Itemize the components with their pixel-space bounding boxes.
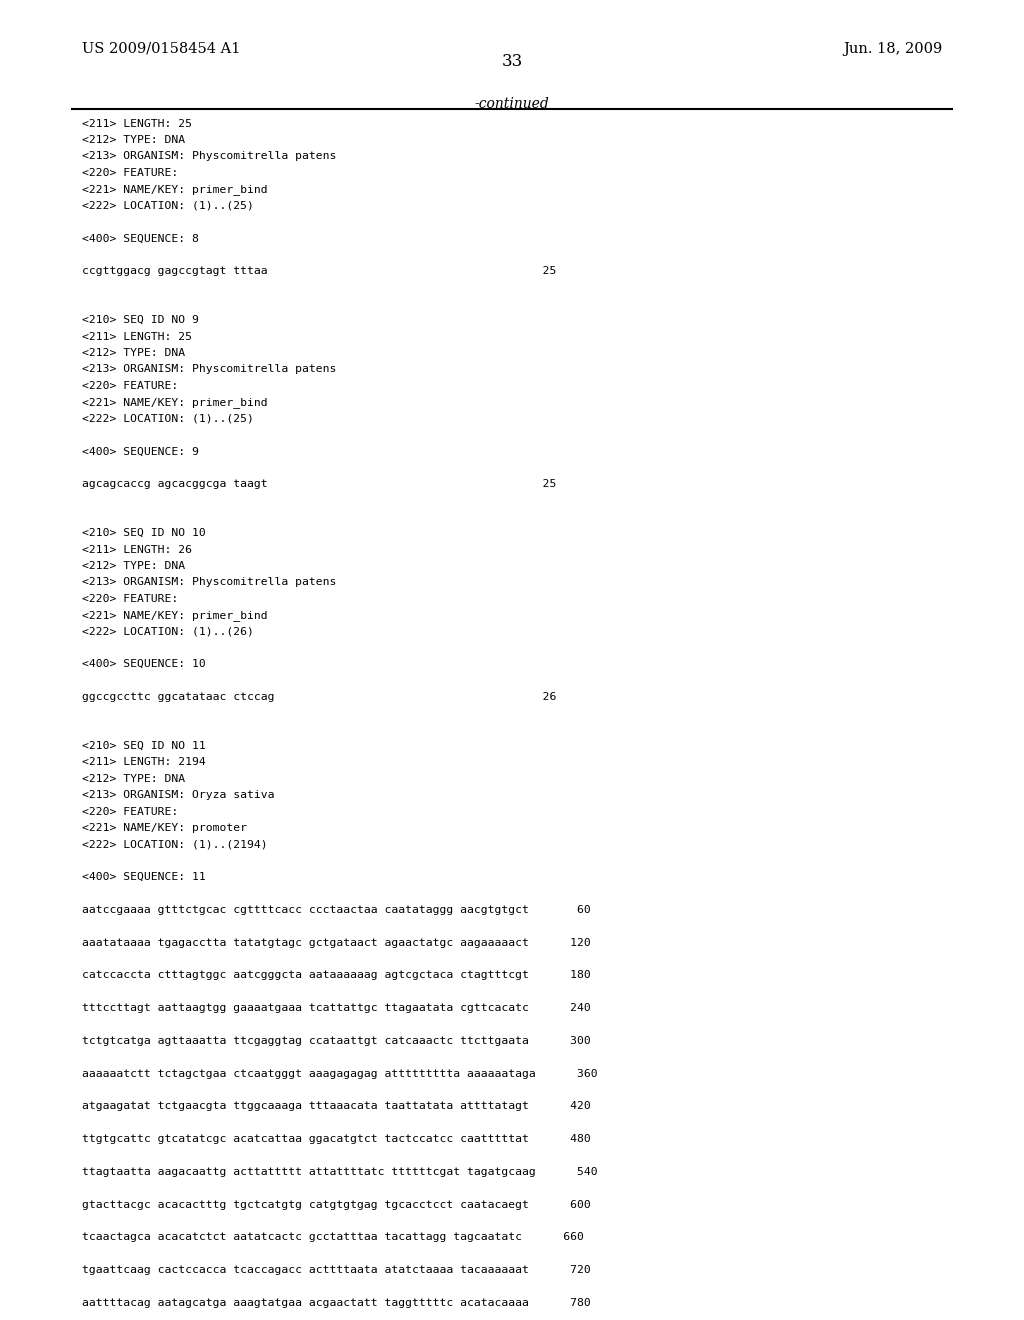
Text: <400> SEQUENCE: 8: <400> SEQUENCE: 8 bbox=[82, 234, 199, 243]
Text: Jun. 18, 2009: Jun. 18, 2009 bbox=[843, 41, 942, 55]
Text: <221> NAME/KEY: primer_bind: <221> NAME/KEY: primer_bind bbox=[82, 185, 267, 195]
Text: <211> LENGTH: 25: <211> LENGTH: 25 bbox=[82, 331, 191, 342]
Text: ttagtaatta aagacaattg acttattttt attattttatc ttttttcgat tagatgcaag      540: ttagtaatta aagacaattg acttattttt attattt… bbox=[82, 1167, 598, 1177]
Text: <220> FEATURE:: <220> FEATURE: bbox=[82, 594, 178, 603]
Text: <220> FEATURE:: <220> FEATURE: bbox=[82, 380, 178, 391]
Text: <213> ORGANISM: Oryza sativa: <213> ORGANISM: Oryza sativa bbox=[82, 791, 274, 800]
Text: <222> LOCATION: (1)..(2194): <222> LOCATION: (1)..(2194) bbox=[82, 840, 267, 849]
Text: aaaaaatctt tctagctgaa ctcaatgggt aaagagagag attttttttta aaaaaataga      360: aaaaaatctt tctagctgaa ctcaatgggt aaagaga… bbox=[82, 1069, 598, 1078]
Text: <222> LOCATION: (1)..(26): <222> LOCATION: (1)..(26) bbox=[82, 627, 254, 636]
Text: <400> SEQUENCE: 9: <400> SEQUENCE: 9 bbox=[82, 446, 199, 457]
Text: <221> NAME/KEY: primer_bind: <221> NAME/KEY: primer_bind bbox=[82, 610, 267, 620]
Text: <220> FEATURE:: <220> FEATURE: bbox=[82, 807, 178, 817]
Text: <211> LENGTH: 2194: <211> LENGTH: 2194 bbox=[82, 758, 206, 767]
Text: <221> NAME/KEY: primer_bind: <221> NAME/KEY: primer_bind bbox=[82, 397, 267, 408]
Text: catccaccta ctttagtggc aatcgggcta aataaaaaag agtcgctaca ctagtttcgt      180: catccaccta ctttagtggc aatcgggcta aataaaa… bbox=[82, 970, 591, 981]
Text: atgaagatat tctgaacgta ttggcaaaga tttaaacata taattatata attttatagt      420: atgaagatat tctgaacgta ttggcaaaga tttaaac… bbox=[82, 1101, 591, 1111]
Text: <210> SEQ ID NO 10: <210> SEQ ID NO 10 bbox=[82, 528, 206, 539]
Text: <222> LOCATION: (1)..(25): <222> LOCATION: (1)..(25) bbox=[82, 413, 254, 424]
Text: <213> ORGANISM: Physcomitrella patens: <213> ORGANISM: Physcomitrella patens bbox=[82, 152, 336, 161]
Text: <210> SEQ ID NO 11: <210> SEQ ID NO 11 bbox=[82, 741, 206, 751]
Text: <212> TYPE: DNA: <212> TYPE: DNA bbox=[82, 348, 185, 358]
Text: tctgtcatga agttaaatta ttcgaggtag ccataattgt catcaaactc ttcttgaata      300: tctgtcatga agttaaatta ttcgaggtag ccataat… bbox=[82, 1036, 591, 1045]
Text: ttgtgcattc gtcatatcgc acatcattaa ggacatgtct tactccatcc caatttttat      480: ttgtgcattc gtcatatcgc acatcattaa ggacatg… bbox=[82, 1134, 591, 1144]
Text: agcagcaccg agcacggcga taagt                                        25: agcagcaccg agcacggcga taagt 25 bbox=[82, 479, 556, 488]
Text: <221> NAME/KEY: promoter: <221> NAME/KEY: promoter bbox=[82, 822, 247, 833]
Text: aaatataaaa tgagacctta tatatgtagc gctgataact agaactatgc aagaaaaact      120: aaatataaaa tgagacctta tatatgtagc gctgata… bbox=[82, 937, 591, 948]
Text: <400> SEQUENCE: 11: <400> SEQUENCE: 11 bbox=[82, 873, 206, 882]
Text: -continued: -continued bbox=[475, 98, 549, 111]
Text: <211> LENGTH: 25: <211> LENGTH: 25 bbox=[82, 119, 191, 128]
Text: <212> TYPE: DNA: <212> TYPE: DNA bbox=[82, 135, 185, 145]
Text: <211> LENGTH: 26: <211> LENGTH: 26 bbox=[82, 545, 191, 554]
Text: <213> ORGANISM: Physcomitrella patens: <213> ORGANISM: Physcomitrella patens bbox=[82, 577, 336, 587]
Text: tgaattcaag cactccacca tcaccagacc acttttaata atatctaaaa tacaaaaaat      720: tgaattcaag cactccacca tcaccagacc actttta… bbox=[82, 1265, 591, 1275]
Text: <210> SEQ ID NO 9: <210> SEQ ID NO 9 bbox=[82, 315, 199, 325]
Text: ccgttggacg gagccgtagt tttaa                                        25: ccgttggacg gagccgtagt tttaa 25 bbox=[82, 267, 556, 276]
Text: <220> FEATURE:: <220> FEATURE: bbox=[82, 168, 178, 178]
Text: <222> LOCATION: (1)..(25): <222> LOCATION: (1)..(25) bbox=[82, 201, 254, 211]
Text: tttccttagt aattaagtgg gaaaatgaaa tcattattgc ttagaatata cgttcacatc      240: tttccttagt aattaagtgg gaaaatgaaa tcattat… bbox=[82, 1003, 591, 1012]
Text: aatccgaaaa gtttctgcac cgttttcacc ccctaactaa caatataggg aacgtgtgct       60: aatccgaaaa gtttctgcac cgttttcacc ccctaac… bbox=[82, 904, 591, 915]
Text: <400> SEQUENCE: 10: <400> SEQUENCE: 10 bbox=[82, 659, 206, 669]
Text: gtacttacgc acacactttg tgctcatgtg catgtgtgag tgcacctcct caatacaegt      600: gtacttacgc acacactttg tgctcatgtg catgtgt… bbox=[82, 1200, 591, 1209]
Text: aattttacag aatagcatga aaagtatgaa acgaactatt taggtttttc acatacaaaa      780: aattttacag aatagcatga aaagtatgaa acgaact… bbox=[82, 1298, 591, 1308]
Text: <213> ORGANISM: Physcomitrella patens: <213> ORGANISM: Physcomitrella patens bbox=[82, 364, 336, 375]
Text: tcaactagca acacatctct aatatcactc gcctatttaa tacattagg tagcaatatc      660: tcaactagca acacatctct aatatcactc gcctatt… bbox=[82, 1233, 584, 1242]
Text: <212> TYPE: DNA: <212> TYPE: DNA bbox=[82, 561, 185, 570]
Text: US 2009/0158454 A1: US 2009/0158454 A1 bbox=[82, 41, 241, 55]
Text: 33: 33 bbox=[502, 53, 522, 70]
Text: ggccgccttc ggcatataac ctccag                                       26: ggccgccttc ggcatataac ctccag 26 bbox=[82, 692, 556, 702]
Text: <212> TYPE: DNA: <212> TYPE: DNA bbox=[82, 774, 185, 784]
